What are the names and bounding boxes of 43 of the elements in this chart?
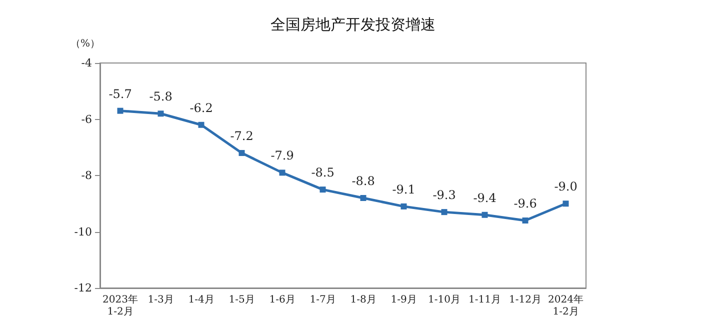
data-label: -8.5: [311, 166, 334, 180]
data-label: -5.7: [108, 86, 132, 101]
y-tick-label: -12: [74, 282, 92, 294]
data-label: -9.0: [554, 180, 578, 194]
data-label: -8.8: [352, 174, 375, 188]
y-tick-label: -8: [81, 169, 92, 182]
data-label: -9.3: [432, 188, 456, 202]
x-tick-label: 1-12月: [509, 294, 542, 306]
point: [482, 212, 488, 218]
x-tick-label: 1-3月: [148, 294, 174, 306]
point: [441, 209, 448, 216]
x-tick-label: 1-6月: [269, 294, 296, 306]
point: [117, 108, 124, 114]
x-tick-label: 2023年 1-2月: [102, 294, 138, 318]
data-label: -9.1: [392, 182, 416, 196]
x-tick-label: 2024年 1-2月: [548, 294, 584, 318]
x-tick-label: 1-4月: [188, 294, 214, 306]
chart-title: 全国房地产开发投资增速: [270, 16, 436, 34]
data-label: -9.4: [473, 190, 497, 205]
data-label: -9.6: [514, 196, 537, 210]
point: [158, 110, 164, 117]
point: [522, 218, 528, 224]
point: [238, 150, 245, 156]
data-label: -7.2: [230, 129, 254, 143]
x-tick-label: 1-7月: [310, 294, 336, 306]
point: [320, 186, 326, 193]
point: [400, 203, 407, 210]
y-axis-title: （%）: [70, 38, 100, 50]
point: [198, 122, 204, 128]
x-tick-label: 1-5月: [228, 294, 255, 306]
x-tick-label: 1-10月: [428, 294, 460, 306]
y-tick-label: -10: [74, 225, 92, 238]
point: [360, 195, 366, 201]
y-tick-label: -6: [81, 112, 92, 126]
x-tick-label: 1-11月: [468, 294, 501, 306]
x-tick-label: 1-8月: [350, 294, 376, 306]
point: [279, 170, 286, 176]
data-label: -6.2: [190, 100, 213, 115]
data-label: -5.8: [149, 90, 172, 104]
y-tick-label: -4: [81, 56, 92, 70]
data-label: -7.9: [270, 148, 294, 163]
x-tick-label: 1-9月: [390, 294, 417, 306]
point: [562, 200, 569, 207]
